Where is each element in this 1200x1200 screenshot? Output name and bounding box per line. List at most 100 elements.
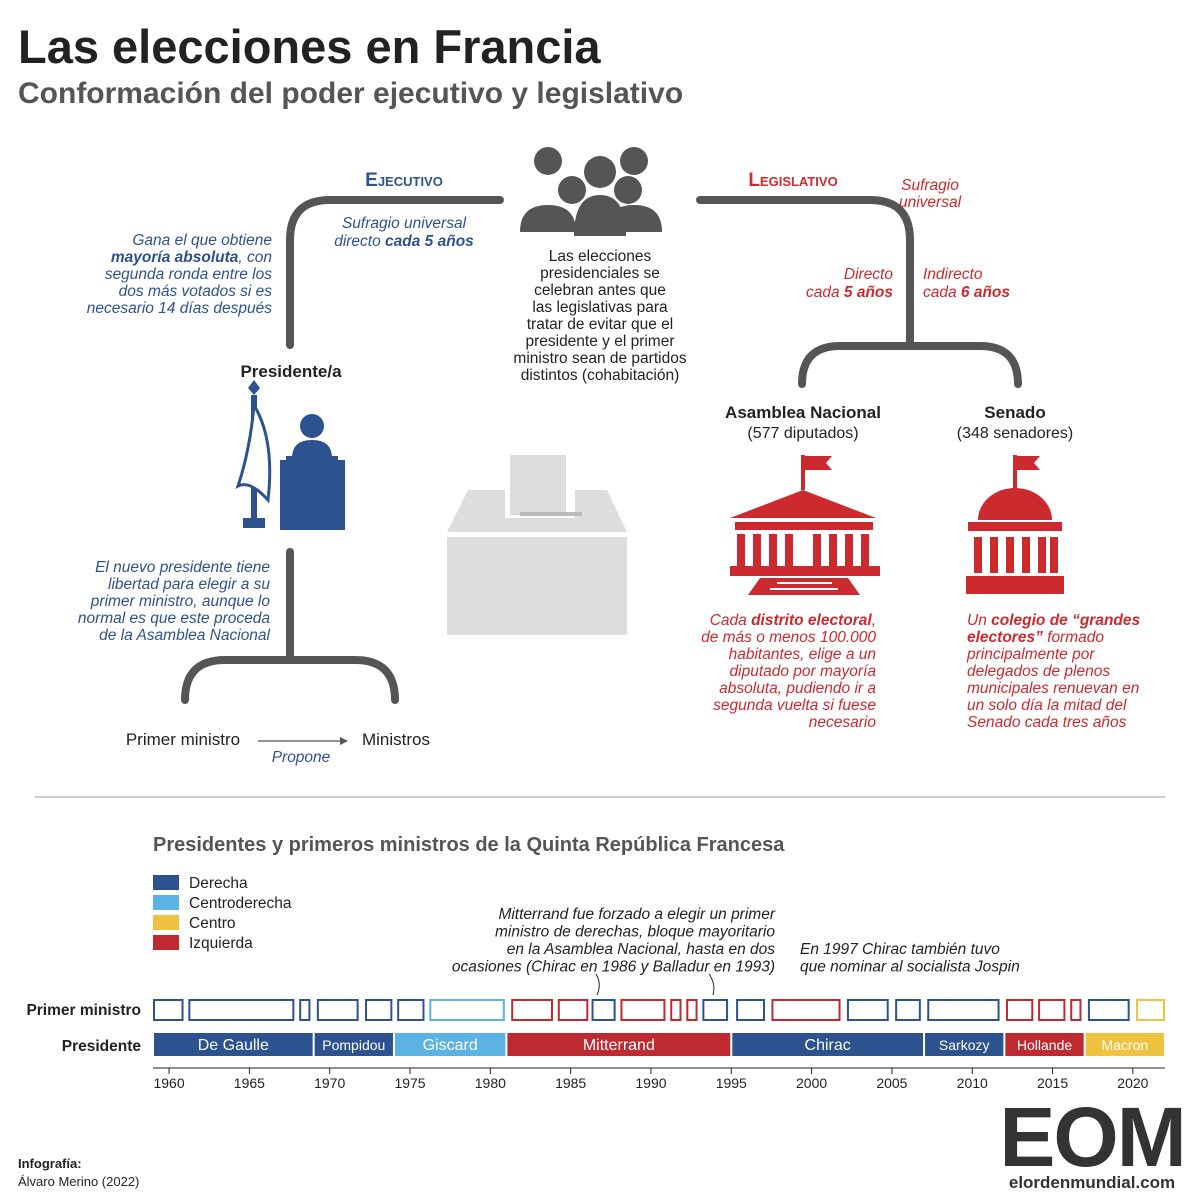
bold-run: colegio de “grandes xyxy=(991,612,1140,629)
pm-term xyxy=(846,999,889,1021)
pm-term xyxy=(188,999,295,1021)
ministers-label: Ministros xyxy=(362,730,430,749)
x-tick-label: 1980 xyxy=(475,1075,506,1091)
executive-heading: Ejecutivo xyxy=(365,170,443,191)
text-run: un solo día la mitad del xyxy=(967,697,1127,714)
pm-term xyxy=(397,999,425,1021)
text-run: Un xyxy=(967,612,991,629)
appointment-note: normal es que este proceda xyxy=(78,610,271,627)
bold-run: mayoría absoluta xyxy=(111,249,239,266)
assembly-seats: (577 diputados) xyxy=(747,425,858,442)
senate-note: delegados de plenos xyxy=(967,663,1110,680)
bold-run: 6 años xyxy=(961,284,1010,301)
president-label: Presidente/a xyxy=(240,362,342,381)
annotation: en la Asamblea Nacional, hasta en dos xyxy=(507,941,776,958)
president-name: Pompidou xyxy=(322,1037,385,1053)
propose-arrowhead xyxy=(340,737,348,745)
text-run: diputado por mayoría xyxy=(730,663,877,680)
president-term xyxy=(1005,1033,1084,1056)
text-run: Directo xyxy=(844,266,893,283)
president-name: Giscard xyxy=(423,1037,478,1054)
senate-note: principalmente por xyxy=(966,646,1095,663)
legend-swatch xyxy=(153,935,179,950)
x-tick-label: 1985 xyxy=(555,1075,586,1091)
annotation-pointer xyxy=(595,973,600,996)
annotation: que nominar al socialista Jospin xyxy=(800,959,1020,976)
direct-note: cada 5 años xyxy=(806,284,893,301)
pm-term xyxy=(429,999,505,1021)
senate-note: Senado cada tres años xyxy=(967,714,1127,731)
legend-label: Izquierda xyxy=(189,935,253,952)
president-term xyxy=(507,1033,731,1056)
senate-seats: (348 senadores) xyxy=(957,425,1074,442)
text-run: Cada xyxy=(710,612,751,629)
bold-run: 5 años xyxy=(844,284,893,301)
text-run: de más o menos 100.000 xyxy=(701,629,876,646)
legislative-heading: Legislativo xyxy=(748,170,837,191)
suffrage-note: directo cada 5 años xyxy=(334,233,474,250)
election-rule: mayoría absoluta, con xyxy=(111,249,272,266)
ministers-branch xyxy=(181,548,399,704)
x-tick-label: 1995 xyxy=(716,1075,747,1091)
timeline-title: Presidentes y primeros ministros de la Q… xyxy=(153,834,785,856)
indirect-note: Indirecto xyxy=(923,266,983,283)
logo-mark: EOM xyxy=(999,1090,1184,1184)
pm-term xyxy=(1038,999,1066,1021)
text-run: cada xyxy=(923,284,961,301)
credits-label: Infografía: xyxy=(18,1156,82,1171)
president-name: De Gaulle xyxy=(198,1037,269,1054)
x-tick-label: 2005 xyxy=(876,1075,907,1091)
president-term xyxy=(732,1033,924,1056)
x-tick-label: 1965 xyxy=(234,1075,265,1091)
assembly-note: diputado por mayoría xyxy=(730,663,877,680)
pm-term xyxy=(591,999,616,1021)
annotation: Mitterrand fue forzado a elegir un prime… xyxy=(498,906,775,923)
president-term xyxy=(154,1033,313,1056)
x-tick-label: 2020 xyxy=(1117,1075,1148,1091)
center-note: celebran antes que xyxy=(534,282,666,299)
assembly-note: habitantes, elige a un xyxy=(729,646,876,663)
pm-term xyxy=(365,999,393,1021)
text-run: cada xyxy=(806,284,844,301)
pm-term xyxy=(1070,999,1082,1021)
president-name: Hollande xyxy=(1017,1037,1072,1053)
pm-term xyxy=(557,999,589,1021)
text-run: directo xyxy=(334,233,385,250)
x-tick-label: 2015 xyxy=(1037,1075,1068,1091)
legend-label: Centro xyxy=(189,915,236,932)
voters-icon xyxy=(520,147,662,236)
senate-note: electores” formado xyxy=(967,629,1104,646)
prime-minister-label: Primer ministro xyxy=(126,730,240,749)
text-run: , xyxy=(872,612,876,629)
assembly-note: segunda vuelta si fuese xyxy=(713,697,876,714)
text-run: libertad para elegir a su xyxy=(108,576,270,593)
pm-term xyxy=(702,999,729,1021)
senate-note: un solo día la mitad del xyxy=(967,697,1127,714)
appointment-note: de la Asamblea Nacional xyxy=(99,627,270,644)
x-tick-label: 2000 xyxy=(796,1075,827,1091)
suffrage-note: Sufragio universal xyxy=(342,215,467,232)
senate-name: Senado xyxy=(984,403,1045,422)
president-name: Mitterrand xyxy=(583,1037,655,1054)
text-run: El nuevo presidente tiene xyxy=(95,559,270,576)
text-run: dos más votados si es xyxy=(119,283,273,300)
indirect-note: cada 6 años xyxy=(923,284,1010,301)
appointment-note: libertad para elegir a su xyxy=(108,576,270,593)
text-run: Indirecto xyxy=(923,266,983,283)
appointment-note: El nuevo presidente tiene xyxy=(95,559,270,576)
president-term xyxy=(925,1033,1004,1056)
text-run: habitantes, elige a un xyxy=(729,646,876,663)
ballot-box-icon xyxy=(447,455,627,635)
text-run: de la Asamblea Nacional xyxy=(99,627,270,644)
text-run: Sufragio universal xyxy=(342,215,467,232)
president-term xyxy=(314,1033,393,1056)
president-term xyxy=(394,1033,506,1056)
election-rule: necesario 14 días después xyxy=(87,300,273,317)
text-run: formado xyxy=(1043,629,1105,646)
bold-run: electores” xyxy=(967,629,1043,646)
text-run: municipales renuevan en xyxy=(967,680,1139,697)
text-run: segunda vuelta si fuese xyxy=(713,697,876,714)
bold-run: cada 5 años xyxy=(385,233,474,250)
annotation: En 1997 Chirac también tuvo xyxy=(800,941,1000,958)
